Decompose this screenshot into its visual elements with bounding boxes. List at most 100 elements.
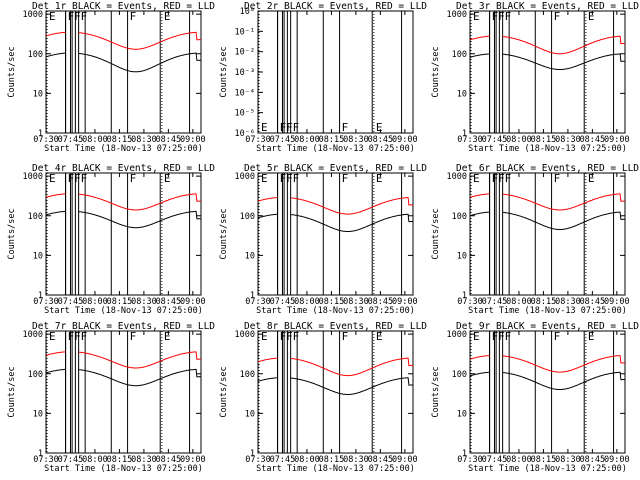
- chart-title: Det 3r BLACK = Events, RED = LLD: [456, 1, 639, 12]
- event-marker-label: F: [81, 10, 88, 23]
- y-tick-label: 10: [33, 409, 43, 419]
- y-axis-label: Counts/sec: [431, 366, 441, 417]
- y-axis-label: Counts/sec: [431, 46, 441, 97]
- chart-panel: Det 5r BLACK = Events, RED = LLD Counts/s…: [219, 163, 427, 316]
- event-marker-label: E: [376, 121, 383, 134]
- series-line-events: [257, 213, 413, 232]
- chart-title: Det 6r BLACK = Events, RED = LLD: [456, 163, 639, 174]
- event-marker-label: F: [130, 172, 137, 185]
- x-axis-label: Start Time (18-Nov-13 07:25:00): [256, 144, 415, 154]
- series-line-lld: [45, 351, 201, 369]
- x-tick-label: 08:30: [131, 455, 157, 465]
- chart-title: Det 2r BLACK = Events, RED = LLD: [244, 1, 427, 12]
- chart-panel: Det 1r BLACK = Events, RED = LLD Counts/s…: [7, 1, 215, 154]
- y-tick-label: 1000: [235, 172, 255, 182]
- x-tick-label: 07:30: [33, 455, 59, 465]
- x-tick-label: 07:30: [245, 455, 271, 465]
- y-tick-label: 1000: [447, 10, 467, 20]
- event-marker-label: E: [164, 330, 171, 343]
- y-tick-label: 1: [462, 129, 467, 139]
- y-axis-label: Counts/sec: [7, 46, 17, 97]
- event-marker-label: F: [293, 330, 300, 343]
- chart-panel: Det 7r BLACK = Events, RED = LLD Counts/s…: [7, 321, 215, 474]
- x-tick-label: 08:45: [580, 455, 606, 465]
- event-marker-label: E: [261, 121, 268, 134]
- plot-frame: [45, 10, 202, 134]
- x-tick-label: 08:00: [506, 455, 532, 465]
- x-tick-label: 07:45: [482, 297, 508, 307]
- event-marker-label: E: [49, 330, 56, 343]
- series-line-lld: [257, 357, 413, 377]
- x-tick-label: 08:00: [294, 135, 320, 145]
- chart-panel: Det 9r BLACK = Events, RED = LLD Counts/s…: [431, 321, 639, 474]
- x-tick-label: 09:00: [604, 297, 630, 307]
- x-axis-label: Start Time (18-Nov-13 07:25:00): [256, 306, 415, 316]
- x-tick-label: 07:30: [245, 297, 271, 307]
- y-tick-label: 1: [38, 129, 43, 139]
- plot-frame: [45, 330, 202, 454]
- x-tick-label: 08:30: [555, 297, 581, 307]
- x-tick-label: 08:15: [531, 297, 557, 307]
- event-marker-label: F: [74, 330, 81, 343]
- y-tick-label: 100: [452, 50, 467, 60]
- series-line-lld: [257, 197, 413, 215]
- event-marker-label: F: [293, 121, 300, 134]
- x-tick-label: 09:00: [180, 135, 206, 145]
- y-tick-label: 10: [245, 251, 255, 261]
- series-line-events: [469, 211, 625, 230]
- x-tick-label: 07:45: [58, 135, 84, 145]
- event-marker-label: E: [376, 330, 383, 343]
- x-tick-label: 08:30: [555, 455, 581, 465]
- x-tick-label: 08:15: [319, 297, 345, 307]
- y-axis-label: Counts/sec: [219, 208, 229, 259]
- event-marker-label: F: [286, 330, 293, 343]
- plot-frame: [469, 330, 626, 454]
- plot-frame: [257, 172, 414, 296]
- event-marker-label: E: [588, 330, 595, 343]
- y-tick-label: 10⁰: [240, 7, 255, 17]
- x-tick-label: 08:15: [107, 135, 133, 145]
- x-tick-label: 08:15: [107, 297, 133, 307]
- x-tick-label: 09:00: [180, 297, 206, 307]
- x-axis-label: Start Time (18-Nov-13 07:25:00): [44, 306, 203, 316]
- series-line-lld: [45, 193, 201, 211]
- chart-title: Det 5r BLACK = Events, RED = LLD: [244, 163, 427, 174]
- x-tick-label: 07:30: [457, 455, 483, 465]
- x-tick-label: 08:30: [343, 455, 369, 465]
- event-marker-label: F: [505, 172, 512, 185]
- y-tick-label: 10⁻²: [235, 48, 255, 58]
- x-tick-label: 08:45: [156, 455, 182, 465]
- x-tick-label: 08:30: [343, 297, 369, 307]
- plot-frame: [257, 10, 414, 134]
- y-tick-label: 100: [240, 370, 255, 380]
- y-tick-label: 1: [250, 291, 255, 301]
- x-tick-label: 07:30: [33, 297, 59, 307]
- x-tick-label: 07:30: [33, 135, 59, 145]
- x-tick-label: 09:00: [180, 455, 206, 465]
- event-marker-label: E: [588, 172, 595, 185]
- y-tick-label: 10⁻¹: [235, 27, 255, 37]
- event-marker-label: F: [342, 330, 349, 343]
- y-tick-label: 10: [33, 251, 43, 261]
- y-tick-label: 100: [240, 212, 255, 222]
- x-tick-label: 08:30: [555, 135, 581, 145]
- x-tick-label: 08:45: [580, 135, 606, 145]
- event-marker-label: F: [74, 172, 81, 185]
- x-tick-label: 07:45: [270, 135, 296, 145]
- event-marker-label: F: [293, 172, 300, 185]
- event-marker-label: F: [342, 172, 349, 185]
- chart-panel: Det 6r BLACK = Events, RED = LLD Counts/s…: [431, 163, 639, 316]
- y-tick-label: 10⁻⁵: [235, 109, 255, 119]
- x-tick-label: 08:45: [156, 135, 182, 145]
- x-tick-label: 08:00: [506, 297, 532, 307]
- y-tick-label: 10: [457, 251, 467, 261]
- x-tick-label: 07:45: [58, 297, 84, 307]
- y-tick-label: 10: [245, 409, 255, 419]
- event-marker-label: E: [261, 330, 268, 343]
- event-marker-label: F: [74, 10, 81, 23]
- event-marker-label: F: [286, 121, 293, 134]
- y-tick-label: 10: [33, 89, 43, 99]
- x-axis-label: Start Time (18-Nov-13 07:25:00): [44, 464, 203, 474]
- event-marker-label: F: [81, 172, 88, 185]
